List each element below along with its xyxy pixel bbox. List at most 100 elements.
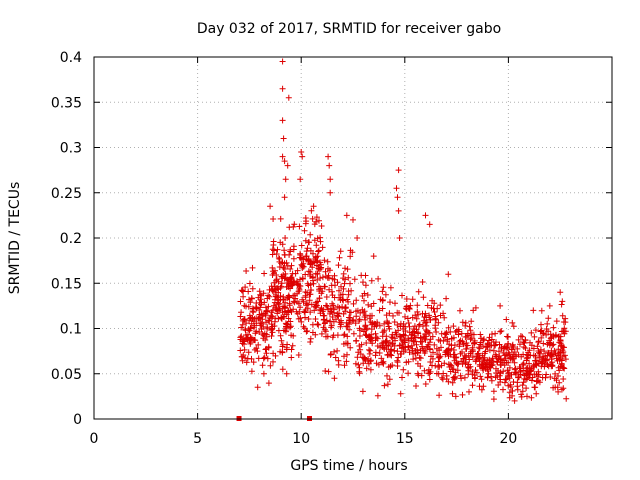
data-point <box>358 341 365 348</box>
data-point <box>354 235 361 241</box>
data-point <box>461 352 468 359</box>
data-point <box>279 241 286 248</box>
data-point <box>334 347 341 354</box>
data-point <box>379 359 386 366</box>
data-point <box>355 361 362 368</box>
data-point <box>277 293 284 299</box>
data-point <box>280 271 287 278</box>
data-point <box>498 361 505 368</box>
data-point <box>255 294 262 301</box>
data-point <box>317 238 324 245</box>
data-point <box>372 337 379 344</box>
data-point <box>497 369 504 376</box>
data-point <box>468 318 475 325</box>
data-point <box>243 320 250 327</box>
data-point <box>318 330 325 337</box>
data-point <box>281 158 288 165</box>
data-point <box>457 372 464 379</box>
data-point <box>358 272 365 279</box>
data-point <box>561 365 568 372</box>
data-point <box>457 307 463 314</box>
data-point <box>246 296 252 303</box>
data-point <box>305 268 312 275</box>
data-point <box>350 317 357 324</box>
data-point <box>280 135 287 142</box>
data-point <box>337 323 344 330</box>
data-point <box>262 304 269 311</box>
data-point <box>470 307 477 314</box>
data-point <box>254 384 261 391</box>
data-point <box>425 370 432 377</box>
data-point <box>249 295 255 302</box>
data-point <box>302 271 309 278</box>
data-point <box>241 302 248 309</box>
data-point <box>368 331 375 338</box>
data-point <box>431 341 438 348</box>
data-point <box>413 326 420 333</box>
data-point <box>482 364 489 371</box>
data-point <box>356 318 362 324</box>
data-point <box>395 354 402 361</box>
data-point <box>277 215 284 222</box>
data-point <box>405 344 412 351</box>
data-point <box>504 340 511 347</box>
data-point <box>540 340 547 347</box>
data-point <box>505 349 512 356</box>
data-point <box>411 338 418 345</box>
data-point <box>314 321 321 328</box>
y-tick-label: 0.35 <box>51 95 82 111</box>
data-point <box>312 316 319 322</box>
data-point <box>329 314 336 320</box>
data-point <box>338 283 344 290</box>
data-point <box>276 264 283 270</box>
data-point <box>431 300 438 307</box>
data-point <box>527 374 533 381</box>
data-point <box>431 309 438 315</box>
data-point <box>520 339 527 345</box>
data-point <box>415 372 422 379</box>
data-point <box>346 309 353 316</box>
data-point <box>556 349 563 356</box>
data-point <box>557 289 564 296</box>
data-point <box>368 303 375 310</box>
data-point <box>400 338 407 345</box>
data-point <box>259 362 266 369</box>
data-point <box>290 298 297 305</box>
data-point <box>426 330 433 336</box>
data-point <box>306 291 313 298</box>
data-point <box>271 279 278 286</box>
data-point <box>313 258 320 265</box>
data-point <box>399 374 405 381</box>
data-point <box>308 207 315 214</box>
data-point <box>344 340 351 347</box>
data-point <box>292 270 299 277</box>
data-point <box>443 295 450 302</box>
data-point <box>441 360 448 367</box>
data-point <box>273 251 280 257</box>
data-point <box>319 288 326 295</box>
data-point <box>537 346 544 353</box>
data-point <box>260 332 267 339</box>
data-point <box>347 253 354 260</box>
data-point <box>503 344 509 351</box>
data-point <box>497 302 504 309</box>
data-point <box>559 298 566 305</box>
data-point <box>359 293 366 299</box>
data-point <box>322 283 328 290</box>
data-point <box>248 368 255 375</box>
data-point <box>272 292 279 298</box>
data-point <box>364 292 371 298</box>
data-point <box>394 359 401 366</box>
data-point <box>416 321 423 328</box>
data-point <box>516 374 522 381</box>
data-point <box>343 212 350 219</box>
data-point <box>326 286 333 293</box>
data-point <box>552 370 559 377</box>
data-point <box>350 330 357 337</box>
data-point <box>245 288 252 295</box>
data-point <box>269 246 276 253</box>
data-point <box>387 299 393 306</box>
data-point <box>365 360 372 367</box>
data-point <box>275 301 282 308</box>
data-point <box>307 231 314 238</box>
